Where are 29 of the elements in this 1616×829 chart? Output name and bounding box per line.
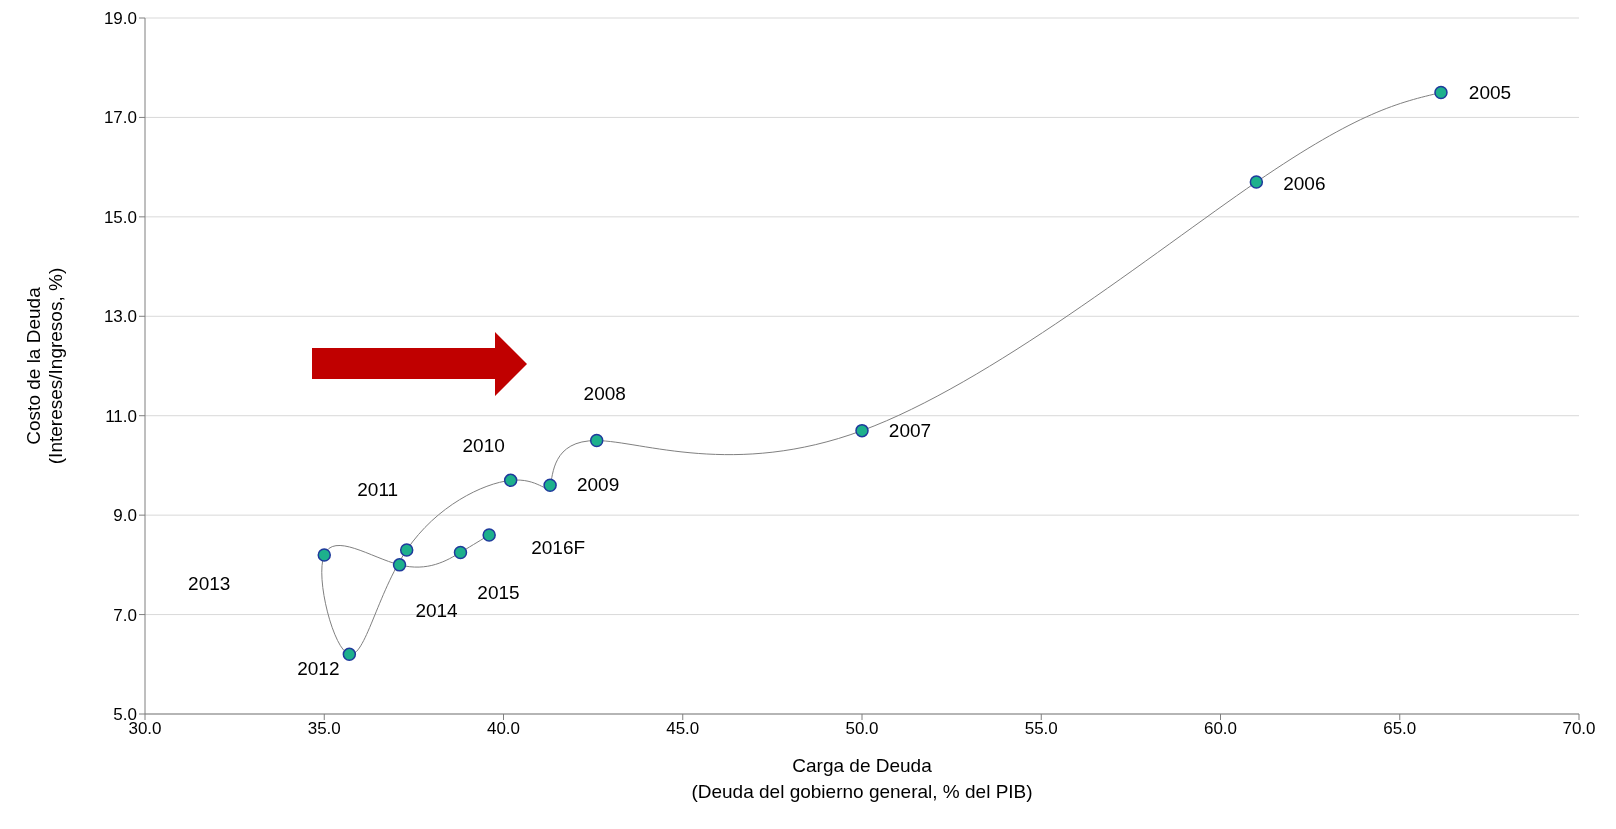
x-tick-label: 45.0 — [666, 719, 700, 739]
x-tick-label: 60.0 — [1203, 719, 1238, 739]
annotation: 2016F — [531, 537, 586, 559]
y-tick-label: 13.0 — [103, 307, 137, 327]
annotation: 2013 — [188, 572, 231, 594]
annotation: 2007 — [888, 419, 932, 441]
x-axis-title: Carga de Deuda (Deuda del gobierno general, % del PIB) — [691, 755, 1033, 802]
y-tick-label: 9.0 — [113, 506, 137, 526]
x-tick-label: 40.0 — [486, 719, 521, 739]
annotation: 2005 — [1468, 81, 1512, 103]
annotation: 2011 — [357, 478, 399, 500]
y-axis-title: Costo de la Deuda (Intereses/Ingresos, %) — [23, 267, 66, 465]
y-tick-label: 11.0 — [105, 406, 137, 426]
annotation: 2015 — [477, 582, 520, 604]
annotation: 2014 — [415, 599, 459, 621]
annotation: 2009 — [576, 474, 620, 496]
y-tick-label: 7.0 — [113, 605, 137, 625]
x-tick-label: 50.0 — [845, 719, 879, 739]
annotation: 2010 — [462, 435, 505, 457]
x-tick-label: 65.0 — [1383, 719, 1417, 739]
x-tick-label: 55.0 — [1024, 719, 1058, 739]
annotation: 2008 — [583, 382, 626, 404]
y-tick-label: 17.0 — [103, 108, 137, 128]
x-tick-label: 70.0 — [1562, 719, 1596, 739]
annotation: 2006 — [1283, 173, 1326, 195]
x-tick-label: 35.0 — [307, 719, 341, 739]
annotation: 2012 — [297, 658, 340, 680]
y-tick-label: 19.0 — [103, 9, 137, 29]
y-tick-label: 15.0 — [103, 207, 137, 227]
